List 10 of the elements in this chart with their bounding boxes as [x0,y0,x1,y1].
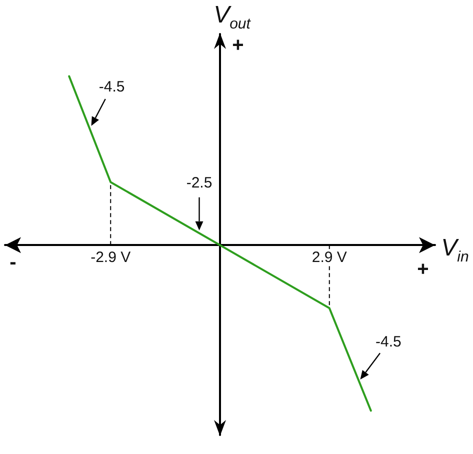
y-axis-title: V$_{out}$ [214,2,250,32]
x-tick-label: -2.9 V [90,249,131,266]
annotation: - [10,252,16,275]
annotation: -2.5 [186,174,212,192]
annotation: -4.5 [98,78,125,96]
annotation: -4.5 [375,333,402,350]
text: + [232,34,244,58]
x-tick-label: 2.9 V [312,249,347,266]
annotation: + [417,258,429,282]
x-axis-title: V$_{in}$ [441,234,469,266]
